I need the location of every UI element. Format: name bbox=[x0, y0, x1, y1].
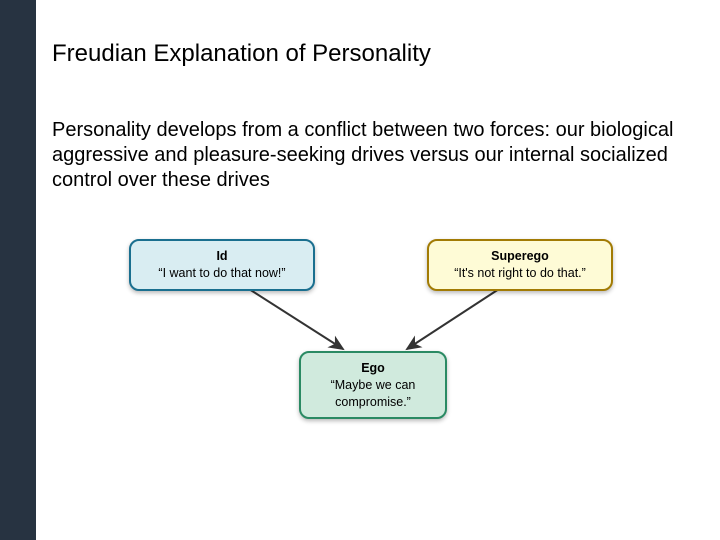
slide-body-text: Personality develops from a conflict bet… bbox=[52, 118, 690, 193]
node-id: Id“I want to do that now!” bbox=[129, 239, 315, 291]
node-label: Ego bbox=[311, 360, 435, 376]
slide-title: Freudian Explanation of Personality bbox=[52, 40, 690, 68]
node-label: Superego bbox=[439, 248, 601, 264]
node-quote: “Maybe we can compromise.” bbox=[311, 377, 435, 410]
node-quote: “I want to do that now!” bbox=[141, 265, 303, 281]
node-superego: Superego“It's not right to do that.” bbox=[427, 239, 613, 291]
sidebar-accent bbox=[0, 0, 36, 540]
edge-id-ego bbox=[249, 289, 343, 349]
slide-main: Freudian Explanation of Personality Pers… bbox=[36, 0, 720, 540]
freud-diagram: Id“I want to do that now!” Superego“It's … bbox=[121, 233, 621, 433]
node-label: Id bbox=[141, 248, 303, 264]
node-ego: Ego“Maybe we can compromise.” bbox=[299, 351, 447, 419]
edge-superego-ego bbox=[407, 289, 499, 349]
node-quote: “It's not right to do that.” bbox=[439, 265, 601, 281]
